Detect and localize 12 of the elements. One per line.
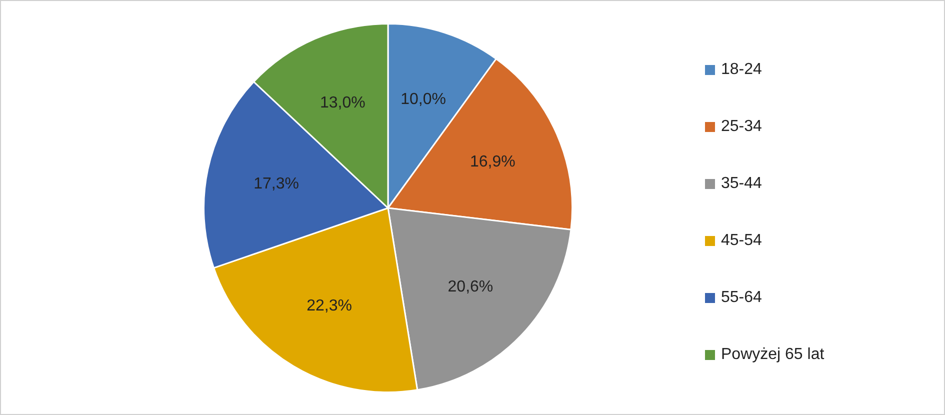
data-label: 20,6% <box>448 278 494 296</box>
data-label: 13,0% <box>320 94 366 112</box>
legend-label: 45-54 <box>721 232 762 250</box>
legend-label: Powyżej 65 lat <box>721 346 824 364</box>
data-label: 16,9% <box>470 154 516 171</box>
legend-label: 25-34 <box>721 118 762 136</box>
data-label: 22,3% <box>306 297 352 314</box>
legend-label: 18-24 <box>721 61 762 79</box>
data-label: 17,3% <box>254 175 300 192</box>
legend-label: 55-64 <box>721 289 762 307</box>
legend-label: 35-44 <box>721 175 762 193</box>
data-label: 10,0% <box>400 90 446 108</box>
